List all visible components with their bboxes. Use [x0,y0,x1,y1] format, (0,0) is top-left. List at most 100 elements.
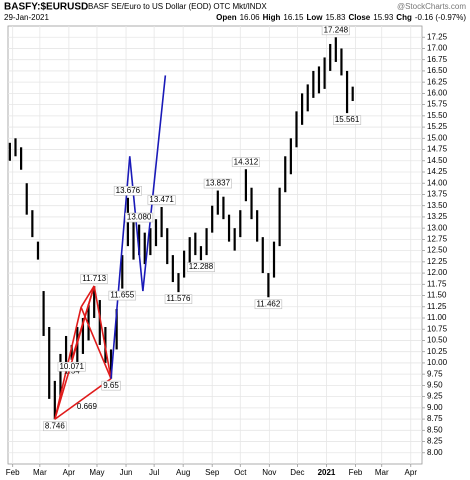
y-tick-label: 13.50 [427,201,448,210]
x-tick-label: 2021 [318,468,336,477]
annotation-label: 14.312 [234,157,259,166]
stat-label: Close [348,13,370,22]
y-tick-label: 10.00 [427,358,448,367]
annotation-box [203,178,232,189]
annotation-box [147,195,176,205]
annotation-box [231,157,260,168]
annotation-label: 10.071 [59,362,84,371]
date: 29-Jan-2021 [4,13,49,22]
y-tick-label: 16.75 [427,55,448,64]
y-tick-label: 15.50 [427,111,448,120]
y-tick-label: 17.25 [427,32,448,41]
y-tick-label: 14.50 [427,156,448,165]
plot-frame [7,25,423,465]
stat-value: 16.06 [240,13,261,22]
y-tick-label: 9.50 [427,380,443,389]
y-tick-label: 10.75 [427,324,448,333]
y-tick-label: 12.25 [427,257,448,266]
y-tick-label: 10.25 [427,347,448,356]
stats: Open 16.06 High 16.15 Low 15.83 Close 15.93 Chg -… [216,13,466,22]
y-tick-label: 12.50 [427,246,448,255]
source: @StockCharts.com [397,2,466,11]
y-tick-label: 8.00 [427,448,443,457]
y-tick-label: 11.50 [427,291,447,300]
y-tick-label: 16.25 [427,77,448,86]
y-tick-label: 11.25 [427,302,447,311]
y-tick-label: 9.25 [427,392,443,401]
x-tick-label: Mar [375,468,389,477]
pattern-line [80,306,112,379]
pattern-line [142,75,167,292]
chart-title: BASFY:$EURUSD [4,2,88,13]
x-tick-label: Aug [176,468,190,477]
annotation-box [57,361,86,372]
stat-value: -0.16 (-0.97%) [415,13,466,22]
annotation-label: 17.248 [324,25,349,34]
annotation-box [108,290,137,301]
stat-value: 15.93 [373,13,394,22]
y-tick-label: 15.00 [427,133,448,142]
x-tick-label: Mar [33,468,47,477]
annotation-label: 11.713 [82,274,106,283]
y-tick-label: 9.75 [427,369,443,378]
x-tick-label: Sep [205,468,220,477]
annotation-label: 12.288 [189,262,214,271]
y-tick-label: 12.75 [427,234,448,243]
y-tick-label: 8.25 [427,437,443,446]
y-tick-label: 15.25 [427,122,448,131]
y-tick-label: 8.75 [427,414,443,423]
y-tick-label: 14.75 [427,145,448,154]
annotation-label: 13.471 [149,195,174,204]
x-tick-label: Dec [290,468,304,477]
annotation-box [101,380,121,391]
annotation-label: 13.676 [116,186,141,195]
annotation-box [80,274,108,284]
x-tick-label: Nov [262,468,276,477]
pattern-line [128,156,144,292]
x-tick-label: Jul [149,468,159,477]
annotation-label: 15.561 [335,115,360,124]
annotation-box [321,25,350,36]
stat-value: 15.83 [325,13,346,22]
stat-label: Chg [396,13,412,22]
y-tick-label: 13.25 [427,212,448,221]
x-tick-label: Feb [349,468,363,477]
y-tick-label: 9.00 [427,403,443,412]
annotation-label: 13.837 [206,179,231,188]
chart-subtitle: BASF SE/Euro to US Dollar (EOD) OTC Mkt/… [88,2,267,11]
annotation-label: 11.655 [110,291,134,300]
annotation-label: 13.080 [127,213,152,222]
y-tick-label: 16.00 [427,88,448,97]
annotation-box [333,115,362,125]
stat-label: High [263,13,281,22]
x-tick-label: May [89,468,104,477]
y-tick-label: 16.50 [427,66,448,75]
x-tick-label: Jun [120,468,133,477]
annotation-box [254,299,283,310]
x-tick-label: Apr [405,468,418,477]
y-tick-label: 10.50 [427,336,448,345]
annotation-box [113,185,142,196]
y-tick-label: 8.50 [427,425,443,434]
y-tick-label: 13.75 [427,190,448,199]
annotation-box [186,262,215,272]
y-tick-label: 11.75 [427,279,447,288]
stat-value: 16.15 [283,13,304,22]
x-tick-label: Feb [6,468,20,477]
y-tick-label: 14.25 [427,167,448,176]
annotation-label: 8.746 [45,421,66,430]
annotation-label: 9.65 [103,381,119,390]
y-tick-label: 13.00 [427,223,448,232]
y-tick-label: 11.00 [427,313,447,322]
pattern-line [80,285,95,308]
pattern-line [70,285,95,360]
stat-label: Low [306,13,323,22]
pattern-label: 0.669 [77,402,98,411]
annotation-box [164,294,193,304]
y-tick-label: 17.00 [427,44,448,53]
y-tick-label: 14.00 [427,178,448,187]
y-tick-label: 12.00 [427,268,448,277]
pattern-line [93,285,112,379]
annotation-box [125,212,154,223]
